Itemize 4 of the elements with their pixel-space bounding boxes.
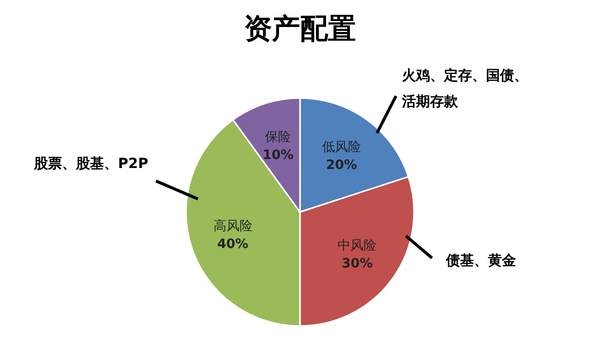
title: 资产配置 (244, 12, 356, 45)
annotation: 债基、黄金 (446, 253, 516, 269)
annotation: 火鸡、定存、国债、活期存款 (402, 68, 528, 110)
annotation: 股票、股基、P2P (34, 156, 148, 172)
